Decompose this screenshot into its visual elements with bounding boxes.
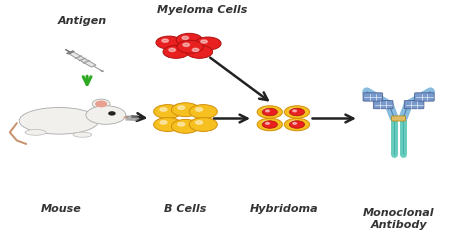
Circle shape: [265, 123, 269, 124]
Text: Myeloma Cells: Myeloma Cells: [157, 5, 247, 15]
FancyBboxPatch shape: [392, 116, 406, 121]
FancyBboxPatch shape: [374, 100, 393, 109]
Circle shape: [257, 106, 283, 118]
FancyBboxPatch shape: [404, 100, 424, 109]
Ellipse shape: [73, 132, 92, 137]
Polygon shape: [75, 55, 82, 59]
Ellipse shape: [19, 108, 99, 134]
Circle shape: [196, 108, 202, 111]
Circle shape: [192, 48, 199, 51]
Circle shape: [284, 106, 310, 118]
Circle shape: [154, 105, 182, 118]
Circle shape: [284, 118, 310, 131]
Circle shape: [154, 118, 182, 132]
Circle shape: [160, 108, 167, 111]
Circle shape: [262, 108, 277, 116]
Circle shape: [162, 39, 168, 42]
Polygon shape: [79, 58, 86, 61]
Polygon shape: [66, 51, 74, 54]
Polygon shape: [82, 60, 90, 63]
Circle shape: [262, 121, 277, 128]
Text: B Cells: B Cells: [164, 204, 207, 214]
Circle shape: [178, 106, 185, 109]
Ellipse shape: [123, 116, 129, 118]
Ellipse shape: [95, 100, 107, 107]
FancyBboxPatch shape: [415, 93, 434, 101]
Circle shape: [109, 112, 115, 115]
Circle shape: [263, 121, 269, 124]
Text: Mouse: Mouse: [41, 204, 82, 214]
Circle shape: [201, 40, 207, 43]
Circle shape: [196, 121, 202, 124]
Circle shape: [183, 43, 190, 46]
Ellipse shape: [92, 99, 110, 109]
Text: Hybridoma: Hybridoma: [249, 204, 318, 214]
Circle shape: [189, 118, 217, 132]
Circle shape: [195, 37, 221, 50]
Circle shape: [172, 119, 200, 133]
Circle shape: [169, 48, 175, 51]
Circle shape: [178, 123, 185, 126]
FancyBboxPatch shape: [363, 93, 383, 101]
Circle shape: [290, 109, 296, 112]
Text: Antigen: Antigen: [58, 16, 107, 26]
Polygon shape: [69, 52, 96, 67]
Text: Monoclonal
Antibody: Monoclonal Antibody: [363, 208, 435, 230]
Circle shape: [163, 45, 189, 58]
Circle shape: [290, 121, 296, 124]
Circle shape: [293, 110, 297, 112]
Circle shape: [176, 33, 202, 46]
Circle shape: [265, 110, 269, 112]
Circle shape: [263, 109, 269, 112]
Circle shape: [156, 36, 182, 49]
Circle shape: [172, 103, 200, 117]
Circle shape: [257, 118, 283, 131]
Circle shape: [289, 121, 305, 128]
Circle shape: [182, 36, 189, 40]
Circle shape: [186, 45, 213, 58]
Circle shape: [289, 108, 305, 116]
Polygon shape: [100, 70, 104, 72]
Ellipse shape: [86, 106, 126, 124]
Circle shape: [177, 40, 203, 53]
Circle shape: [293, 123, 297, 124]
Circle shape: [160, 121, 167, 124]
Circle shape: [189, 105, 217, 118]
Ellipse shape: [25, 129, 46, 135]
